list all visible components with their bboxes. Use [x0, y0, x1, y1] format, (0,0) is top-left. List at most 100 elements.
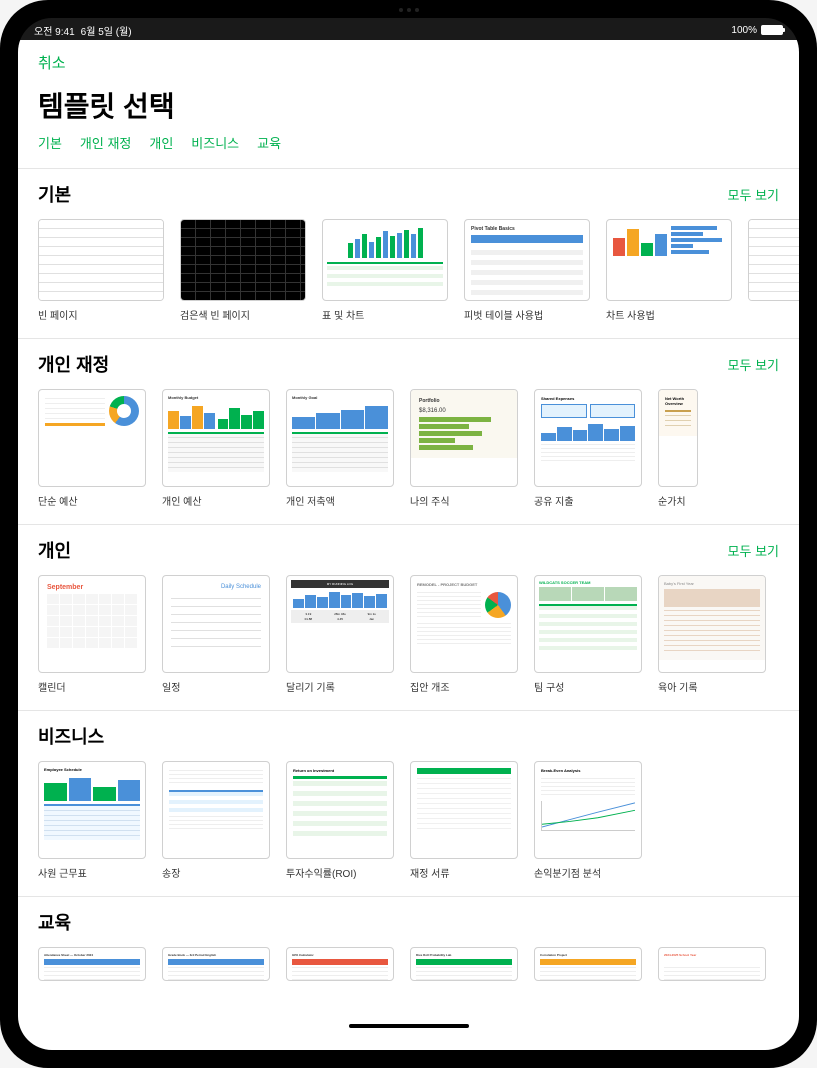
template-thumbnail[interactable]: September: [38, 575, 146, 673]
template-item[interactable]: Employee Schedule사원 근무표: [38, 761, 146, 880]
template-item[interactable]: 단순 예산: [38, 389, 146, 508]
status-time: 오전 9:41: [34, 23, 75, 38]
template-label: 차트 사용법: [606, 307, 732, 322]
template-item[interactable]: Daily Schedule일정: [162, 575, 270, 694]
battery-icon: [761, 25, 783, 35]
template-item[interactable]: Attendance Sheet — October 2024: [38, 947, 146, 981]
template-item[interactable]: 2024-2025 School Year: [658, 947, 766, 981]
template-thumbnail[interactable]: Monthly Budget: [162, 389, 270, 487]
template-item[interactable]: 재정 서류: [410, 761, 518, 880]
template-thumbnail[interactable]: Shared Expenses: [534, 389, 642, 487]
template-thumbnail[interactable]: [180, 219, 306, 301]
template-thumbnail[interactable]: Net Worth Overview: [658, 389, 698, 487]
template-item[interactable]: Portfolio$8,316.00나의 주식: [410, 389, 518, 508]
section-title: 개인 재정: [38, 351, 109, 377]
template-thumbnail[interactable]: 2024-2025 School Year: [658, 947, 766, 981]
template-item[interactable]: REMODEL - PROJECT BUDGET 집안 개조: [410, 575, 518, 694]
category-tab-2[interactable]: 개인: [149, 133, 173, 152]
category-tabs: 기본 개인 재정 개인 비즈니스 교육: [18, 133, 799, 168]
template-thumbnail[interactable]: [606, 219, 732, 301]
template-row[interactable]: 단순 예산Monthly Budget개인 예산Monthly Goal개인 저…: [38, 389, 799, 508]
template-thumbnail[interactable]: REMODEL - PROJECT BUDGET: [410, 575, 518, 673]
template-label: 공유 지출: [534, 493, 642, 508]
template-row[interactable]: September캘린더Daily Schedule일정MY RUNNING L…: [38, 575, 799, 694]
template-item[interactable]: Baby's First Year 육아 기록: [658, 575, 766, 694]
template-thumbnail[interactable]: Baby's First Year: [658, 575, 766, 673]
template-thumbnail[interactable]: Correlation Project: [534, 947, 642, 981]
see-all-button[interactable]: 모두 보기: [728, 355, 779, 374]
template-thumbnail[interactable]: Grade Book — 3rd Period English: [162, 947, 270, 981]
template-item[interactable]: Correlation Project: [534, 947, 642, 981]
template-item[interactable]: 빈 페이지: [38, 219, 164, 322]
template-item[interactable]: Shared Expenses 공유 지출: [534, 389, 642, 508]
section-header: 기본 모두 보기: [38, 169, 799, 219]
see-all-button[interactable]: 모두 보기: [728, 185, 779, 204]
template-item[interactable]: 차트 사용법: [606, 219, 732, 322]
template-thumbnail[interactable]: Dice Roll Probability Lab: [410, 947, 518, 981]
template-thumbnail[interactable]: [410, 761, 518, 859]
template-thumbnail[interactable]: Attendance Sheet — October 2024: [38, 947, 146, 981]
section-header: 개인 재정 모두 보기: [38, 339, 799, 389]
template-label: 빈 페이지: [38, 307, 164, 322]
category-tab-1[interactable]: 개인 재정: [80, 133, 131, 152]
template-item[interactable]: 표 및 차트: [322, 219, 448, 322]
section-title: 비즈니스: [38, 723, 104, 749]
section-header: 교육: [38, 897, 799, 947]
see-all-button[interactable]: 모두 보기: [728, 541, 779, 560]
category-tab-3[interactable]: 비즈니스: [191, 133, 239, 152]
template-item[interactable]: Return on Investment투자수익률(ROI): [286, 761, 394, 880]
template-thumbnail[interactable]: Pivot Table Basics: [464, 219, 590, 301]
template-label: 달리기 기록: [286, 679, 394, 694]
battery-percent: 100%: [731, 25, 757, 36]
category-tab-4[interactable]: 교육: [257, 133, 281, 152]
template-thumbnail[interactable]: GPA Calculator: [286, 947, 394, 981]
template-item[interactable]: WILDCATS SOCCER TEAM 팀 구성: [534, 575, 642, 694]
template-item[interactable]: Dice Roll Probability Lab: [410, 947, 518, 981]
template-thumbnail[interactable]: Monthly Goal: [286, 389, 394, 487]
template-thumbnail[interactable]: [38, 389, 146, 487]
template-label: 팀 구성: [534, 679, 642, 694]
section-title: 기본: [38, 181, 71, 207]
template-item[interactable]: Pivot Table Basics 피벗 테이블 사용법: [464, 219, 590, 322]
template-item[interactable]: Monthly Goal개인 저축액: [286, 389, 394, 508]
template-label: 육아 기록: [658, 679, 766, 694]
template-item[interactable]: MY RUNNING LOG3.1928m 46s9m 1s01.884.45J…: [286, 575, 394, 694]
template-item[interactable]: 송장: [162, 761, 270, 880]
template-thumbnail[interactable]: Return on Investment: [286, 761, 394, 859]
page-title: 템플릿 선택: [18, 73, 799, 133]
template-thumbnail[interactable]: Daily Schedule: [162, 575, 270, 673]
template-thumbnail[interactable]: Employee Schedule: [38, 761, 146, 859]
section-0: 기본 모두 보기빈 페이지 검은색 빈 페이지 표 및 차트Pivot Table B…: [18, 168, 799, 338]
template-label: 송장: [162, 865, 270, 880]
template-row[interactable]: Employee Schedule사원 근무표송장 Return on Inves…: [38, 761, 799, 880]
template-row[interactable]: 빈 페이지 검은색 빈 페이지 표 및 차트Pivot Table Basics 피벗…: [38, 219, 799, 322]
template-label: 검은색 빈 페이지: [180, 307, 306, 322]
template-item[interactable]: Break-Even Analysis손익분기점 분석: [534, 761, 642, 880]
category-tab-0[interactable]: 기본: [38, 133, 62, 152]
template-item[interactable]: Monthly Budget개인 예산: [162, 389, 270, 508]
template-item[interactable]: Grade Book — 3rd Period English: [162, 947, 270, 981]
section-title: 교육: [38, 909, 71, 935]
cancel-button[interactable]: 취소: [38, 52, 66, 73]
template-thumbnail[interactable]: [38, 219, 164, 301]
template-label: 피벗 테이블 사용법: [464, 307, 590, 322]
template-row[interactable]: Attendance Sheet — October 2024 Grade Boo…: [38, 947, 799, 981]
template-item[interactable]: September캘린더: [38, 575, 146, 694]
app-content[interactable]: 취소 템플릿 선택 기본개인 재정개인비즈니스교육 기본모두 보기빈 페이지검은…: [18, 40, 799, 1050]
template-item[interactable]: Net Worth Overview 순가치: [658, 389, 698, 508]
template-item[interactable]: GPA Calculator: [286, 947, 394, 981]
home-indicator[interactable]: [349, 1024, 469, 1028]
template-label: 순가치: [658, 493, 698, 508]
template-thumbnail[interactable]: WILDCATS SOCCER TEAM: [534, 575, 642, 673]
template-thumbnail[interactable]: [162, 761, 270, 859]
nav-bar: 취소: [18, 40, 799, 73]
template-item[interactable]: 검은색 빈 페이지: [180, 219, 306, 322]
template-thumbnail[interactable]: Portfolio$8,316.00: [410, 389, 518, 487]
template-thumbnail[interactable]: MY RUNNING LOG3.1928m 46s9m 1s01.884.45J…: [286, 575, 394, 673]
section-3: 비즈니스 Employee Schedule사원 근무표송장 Return on I…: [18, 710, 799, 896]
template-item-partial[interactable]: [748, 219, 799, 322]
section-title: 개인: [38, 537, 71, 563]
template-thumbnail[interactable]: Break-Even Analysis: [534, 761, 642, 859]
template-thumbnail[interactable]: [322, 219, 448, 301]
template-label: 집안 개조: [410, 679, 518, 694]
